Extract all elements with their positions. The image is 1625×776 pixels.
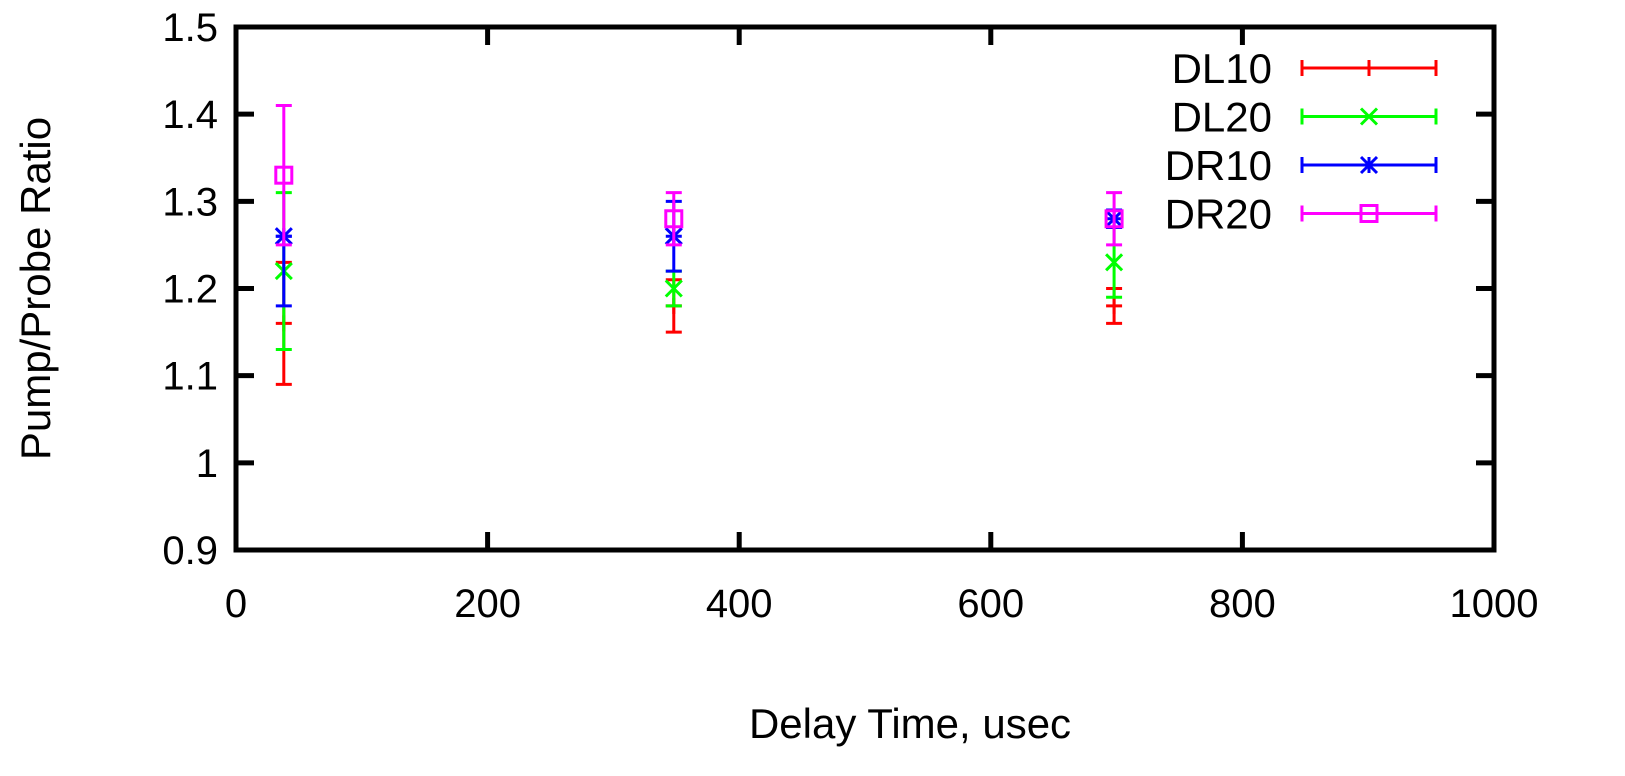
data-marker-cross (1105, 253, 1124, 272)
axis-ticks (233, 24, 1497, 553)
series-layer (274, 103, 1124, 386)
tick-labels: 0.9 1 1.1 1.2 1.3 1.4 1.5 0 200 400 600 800 1000 (162, 6, 1538, 626)
legend-item-dl10: DL10 (1172, 45, 1438, 92)
y-tick-label: 1.5 (162, 6, 218, 50)
x-tick-label: 400 (706, 582, 773, 626)
error-bar (275, 103, 292, 247)
data-marker-star (1359, 155, 1379, 175)
legend-label: DR20 (1165, 191, 1272, 238)
data-marker-plus (1361, 60, 1377, 76)
x-tick-label: 200 (454, 582, 521, 626)
data-marker-cross (1359, 107, 1379, 126)
y-tick-label: 1.1 (162, 355, 218, 399)
data-marker-square (1104, 209, 1124, 229)
y-tick-label: 1.3 (162, 180, 218, 224)
legend-item-dl20: DL20 (1172, 94, 1438, 141)
data-marker-square (274, 165, 294, 185)
x-tick-label: 1000 (1450, 582, 1539, 626)
data-marker-cross (664, 279, 683, 298)
x-axis-title: Delay Time, usec (749, 700, 1071, 747)
data-marker-plus (1106, 297, 1123, 314)
series-dr20 (274, 103, 1124, 247)
x-tick-label: 0 (225, 582, 247, 626)
legend-item-dr20: DR20 (1165, 191, 1438, 238)
legend-label: DL20 (1172, 94, 1272, 141)
y-tick-label: 1.4 (162, 93, 218, 137)
legend-label: DL10 (1172, 45, 1272, 92)
error-bar (1106, 191, 1123, 247)
y-axis-title: Pump/Probe Ratio (12, 117, 59, 460)
legend-item-dr10: DR10 (1165, 142, 1438, 189)
x-tick-label: 600 (957, 582, 1024, 626)
legend-label: DR10 (1165, 142, 1272, 189)
data-marker-square (1359, 204, 1379, 223)
error-bar (665, 191, 682, 247)
y-tick-label: 1 (196, 442, 218, 486)
y-tick-label: 1.2 (162, 268, 218, 312)
x-tick-label: 800 (1209, 582, 1276, 626)
data-marker-square (664, 209, 684, 229)
y-tick-label: 0.9 (162, 529, 218, 573)
